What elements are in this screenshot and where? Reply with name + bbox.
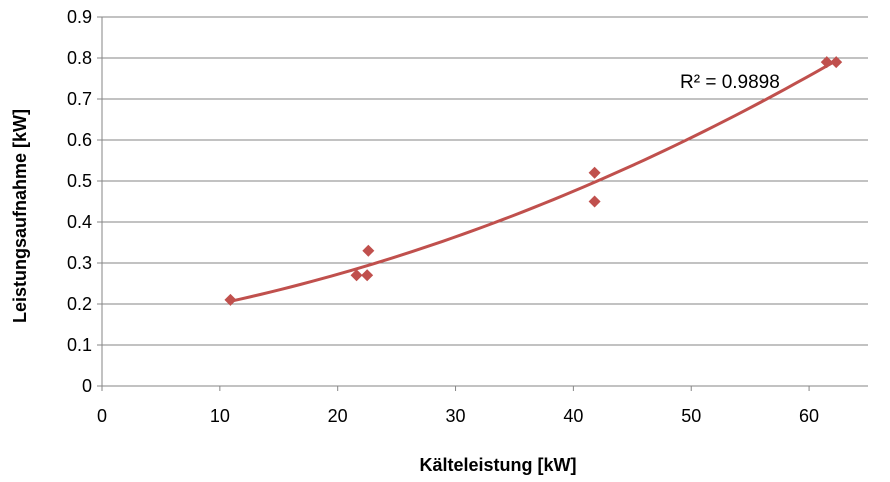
y-tick-label: 0 <box>82 376 92 396</box>
y-tick-label: 0.7 <box>67 89 92 109</box>
r-squared-label: R² = 0.9898 <box>680 72 780 93</box>
x-tick-label: 0 <box>97 406 107 426</box>
x-tick-label: 10 <box>210 406 230 426</box>
x-tick-label: 60 <box>799 406 819 426</box>
trendline <box>230 59 837 303</box>
y-tick-label: 0.1 <box>67 335 92 355</box>
trendline-group <box>230 59 837 303</box>
x-tick-label: 50 <box>681 406 701 426</box>
x-axis-title: Kälteleistung [kW] <box>419 455 576 475</box>
data-point <box>350 269 363 282</box>
data-point <box>830 56 843 69</box>
y-tick-label: 0.5 <box>67 171 92 191</box>
x-tick-label: 20 <box>328 406 348 426</box>
y-tick-label: 0.3 <box>67 253 92 273</box>
y-tick-label: 0.4 <box>67 212 92 232</box>
data-point <box>820 56 833 69</box>
y-tick-label: 0.9 <box>67 7 92 27</box>
data-point <box>588 166 601 179</box>
axes: 0 0.1 0.2 0.3 0.4 0.5 0.6 0.7 0.8 0.9 0 10 20 30 40 50 6… <box>67 7 868 426</box>
data-point <box>361 269 374 282</box>
data-point <box>588 195 601 208</box>
y-tick-label: 0.8 <box>67 48 92 68</box>
y-tick-label: 0.2 <box>67 294 92 314</box>
y-axis-title: Leistungsaufnahme [kW] <box>10 109 30 323</box>
y-tick-label: 0.6 <box>67 130 92 150</box>
x-tick-label: 40 <box>563 406 583 426</box>
data-point <box>224 293 237 306</box>
x-tick-label: 30 <box>446 406 466 426</box>
data-points <box>224 56 843 306</box>
data-point <box>362 244 375 257</box>
gridlines <box>102 16 868 346</box>
